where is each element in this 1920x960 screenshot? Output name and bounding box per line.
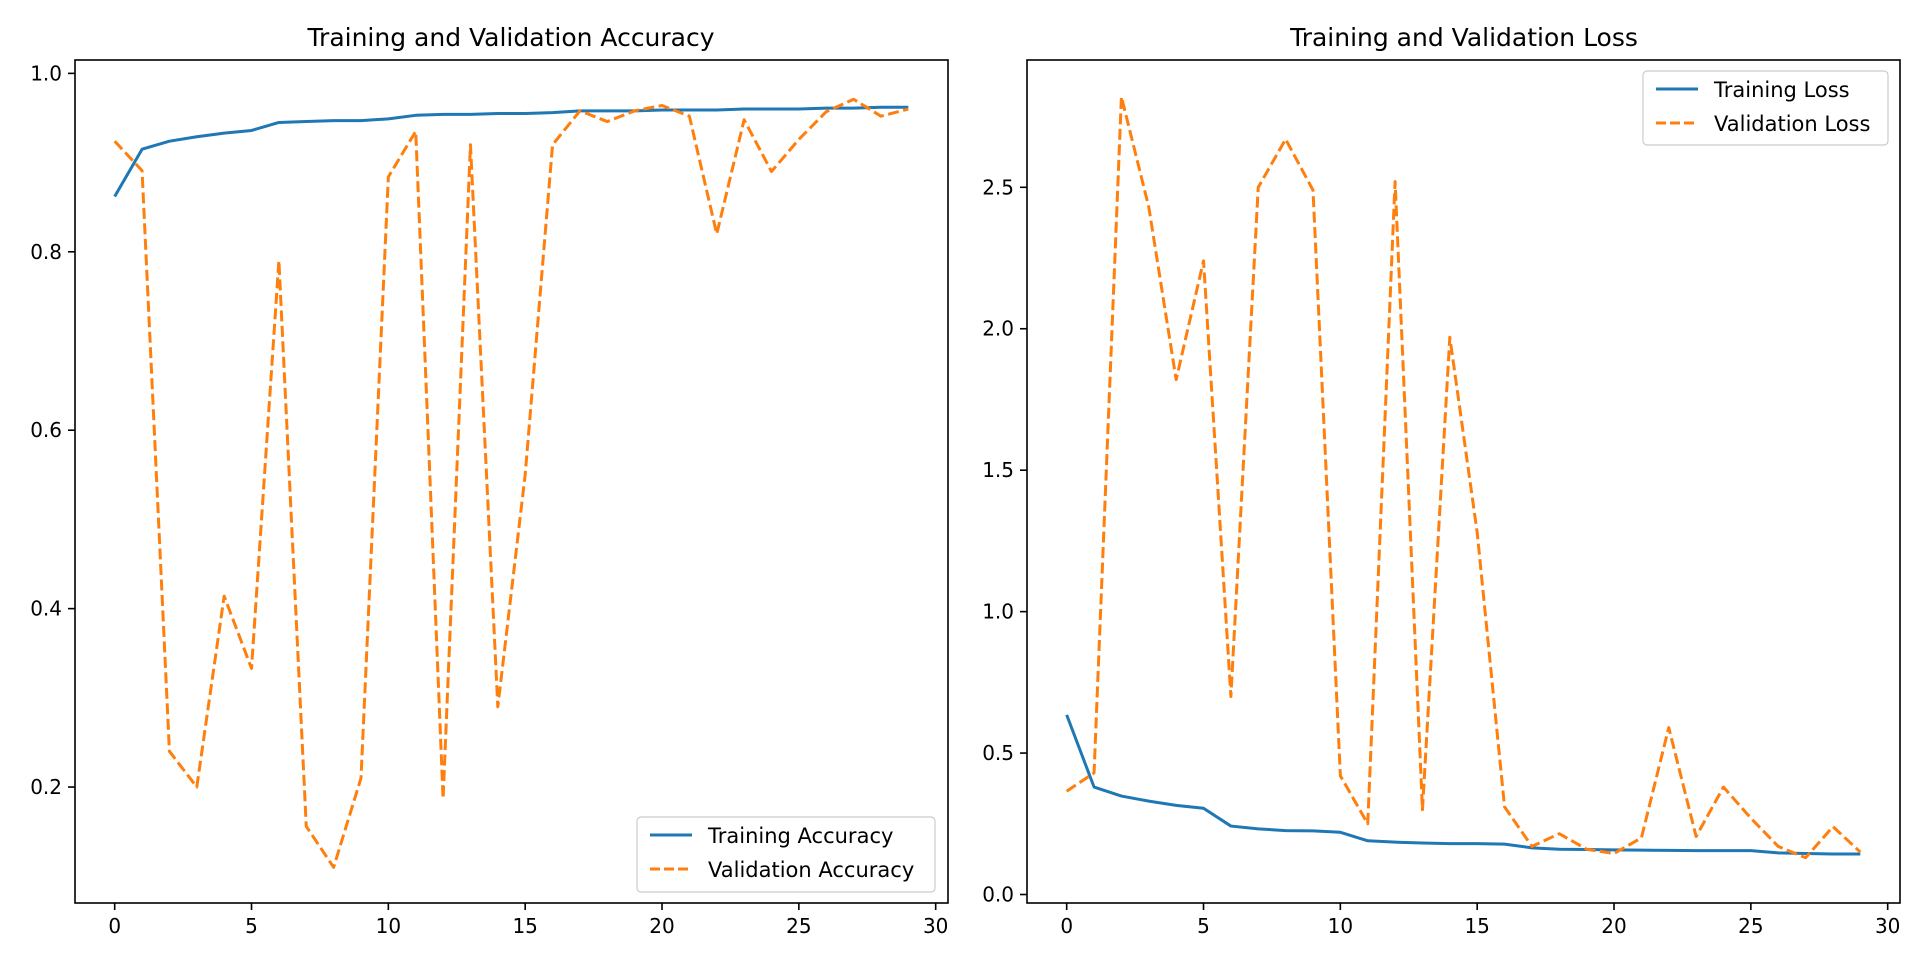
loss-x-tick-label: 10: [1328, 914, 1353, 938]
loss-y-tick-label: 0.0: [982, 883, 1014, 907]
legend-label-training-accuracy: Training Accuracy: [707, 824, 893, 848]
loss-x-tick-label: 15: [1464, 914, 1489, 938]
accuracy-x-tick-label: 10: [376, 914, 401, 938]
accuracy-legend: Training Accuracy Validation Accuracy: [636, 816, 936, 893]
series-line-validation-accuracy: [113, 97, 909, 869]
accuracy-y-tick-label: 0.2: [30, 775, 62, 799]
loss-y-tick-label: 0.5: [982, 741, 1014, 765]
legend-label-validation-accuracy: Validation Accuracy: [708, 858, 914, 882]
accuracy-x-tick-label: 30: [923, 914, 948, 938]
accuracy-x-tick-label: 15: [512, 914, 537, 938]
accuracy-x-tick-label: 25: [786, 914, 811, 938]
accuracy-legend-box: [636, 816, 936, 893]
accuracy-y-tick-label: 0.6: [30, 418, 62, 442]
accuracy-y-tick-label: 0.8: [30, 240, 62, 264]
loss-series-layer: [1065, 95, 1862, 860]
series-line-validation-loss: [1065, 95, 1862, 860]
loss-plot-frame: [1026, 59, 1901, 904]
accuracy-chart: Training and Validation Accuracy 0 5 10 15 2…: [30, 23, 949, 938]
loss-chart: Training and Validation Loss 0 5 10 15 20 25 3…: [982, 23, 1901, 938]
legend-label-validation-loss: Validation Loss: [1714, 112, 1870, 136]
accuracy-chart-title: Training and Validation Accuracy: [306, 23, 714, 52]
loss-axes: 0 5 10 15 20 25 30 0.0 0.5 1.0 1.5 2.0 2.5: [982, 175, 1900, 938]
legend-label-training-loss: Training Loss: [1713, 78, 1850, 102]
loss-x-tick-label: 30: [1875, 914, 1900, 938]
loss-y-tick-label: 1.0: [982, 600, 1014, 624]
loss-x-tick-label: 25: [1738, 914, 1763, 938]
accuracy-series-layer: [113, 97, 909, 869]
loss-legend: Training Loss Validation Loss: [1642, 70, 1889, 146]
loss-x-tick-label: 20: [1601, 914, 1626, 938]
accuracy-plot-frame: [74, 59, 949, 904]
accuracy-x-tick-label: 0: [108, 914, 121, 938]
loss-x-tick-label: 0: [1060, 914, 1073, 938]
series-line-training-loss: [1065, 714, 1861, 856]
accuracy-x-tick-label: 5: [245, 914, 258, 938]
loss-y-tick-label: 2.5: [982, 175, 1014, 199]
loss-x-tick-label: 5: [1197, 914, 1210, 938]
loss-y-tick-label: 2.0: [982, 317, 1014, 341]
accuracy-y-tick-label: 0.4: [30, 597, 62, 621]
accuracy-x-tick-label: 20: [649, 914, 674, 938]
accuracy-axes: 0 5 10 15 20 25 30 0.2 0.4 0.6 0.8 1.0: [30, 61, 948, 938]
loss-chart-title: Training and Validation Loss: [1289, 23, 1638, 52]
loss-legend-box: [1642, 70, 1889, 146]
loss-y-tick-label: 1.5: [982, 458, 1014, 482]
accuracy-y-tick-label: 1.0: [30, 61, 62, 85]
series-line-training-accuracy: [113, 105, 909, 198]
